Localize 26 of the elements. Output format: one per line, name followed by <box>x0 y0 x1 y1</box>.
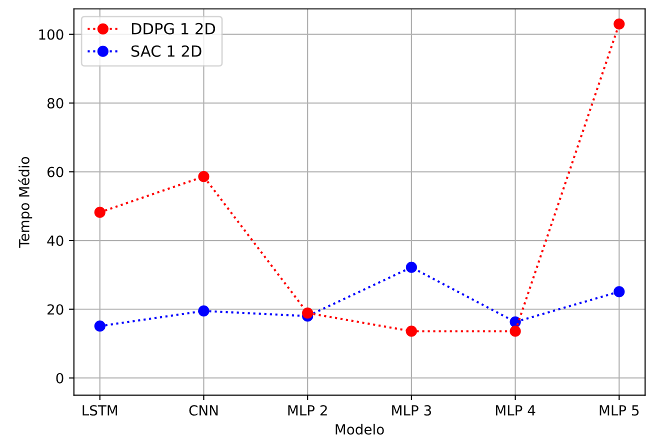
point <box>198 305 210 317</box>
x-tick-label: MLP 3 <box>392 405 432 416</box>
y-tick-label: 100 <box>39 29 64 40</box>
point <box>94 206 106 218</box>
x-tick-label: LSTM <box>82 405 118 416</box>
x-tick-label: CNN <box>189 405 218 416</box>
point <box>302 307 314 319</box>
point <box>510 326 521 337</box>
point <box>614 18 625 30</box>
legend-label: SAC 1 2D <box>131 45 202 57</box>
x-tick-label: MLP 4 <box>496 405 536 416</box>
y-axis-title: Tempo Médio <box>18 156 32 248</box>
y-tick-label: 20 <box>48 304 64 315</box>
x-tick-label: MLP 2 <box>288 405 327 416</box>
x-axis-title: Modelo <box>336 424 384 435</box>
x-tick-label: MLP 5 <box>600 405 639 416</box>
point <box>406 262 418 273</box>
point <box>406 326 418 337</box>
point <box>94 320 106 332</box>
legend-label: DDPG 1 2D <box>132 22 216 34</box>
y-tick-label: 60 <box>47 166 64 178</box>
y-tick-label: 0 <box>56 372 64 384</box>
point <box>614 286 625 298</box>
y-tick-label: 40 <box>47 235 64 246</box>
y-tick-label: 80 <box>47 98 64 109</box>
point <box>198 171 210 182</box>
